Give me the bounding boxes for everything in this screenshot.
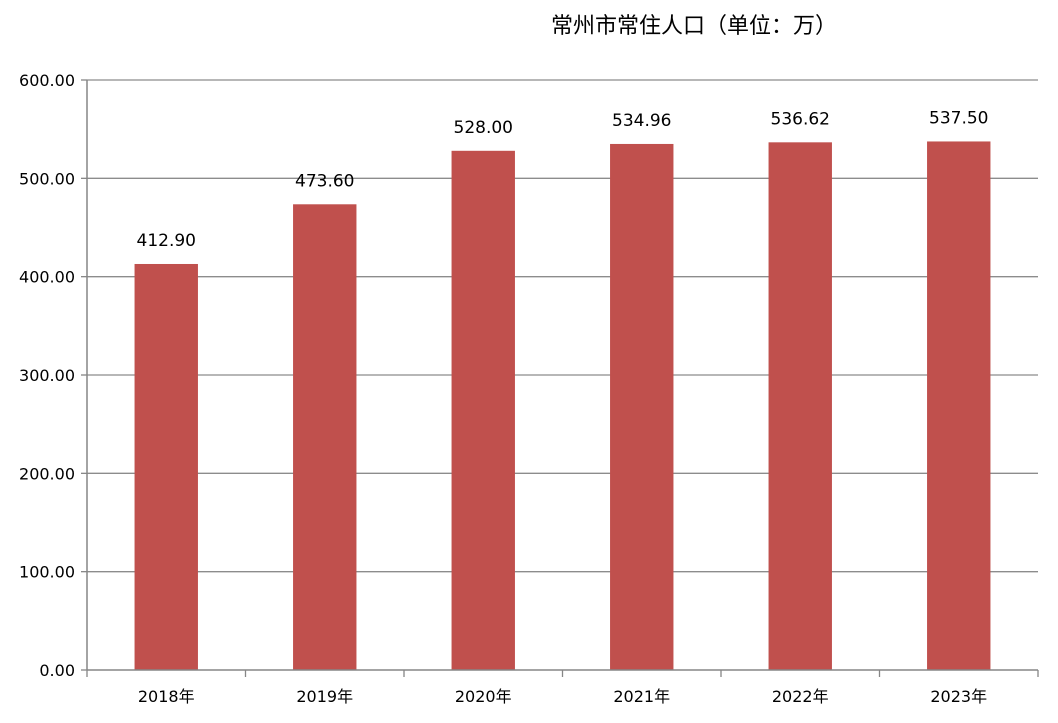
- bar: [610, 143, 674, 670]
- y-tick-label: 0.00: [39, 661, 75, 680]
- x-tick-label: 2022年: [772, 687, 829, 706]
- data-label: 528.00: [454, 118, 513, 138]
- y-tick-label: 200.00: [19, 464, 75, 483]
- chart-title: 常州市常住人口（单位：万）: [551, 14, 837, 39]
- data-label: 473.60: [295, 171, 354, 191]
- y-tick-label: 500.00: [19, 169, 75, 188]
- x-tick-label: 2019年: [296, 687, 353, 706]
- gridlines: [87, 79, 1038, 573]
- y-tick-label: 100.00: [19, 563, 75, 582]
- data-label: 537.50: [929, 108, 988, 128]
- x-tick-label: 2020年: [455, 687, 512, 706]
- x-tick-label: 2023年: [930, 687, 987, 706]
- bar: [927, 141, 991, 671]
- x-tick-label: 2021年: [613, 687, 670, 706]
- data-label: 534.96: [612, 111, 671, 131]
- bars: [134, 141, 991, 671]
- y-tick-label: 400.00: [19, 268, 75, 287]
- x-axis-ticks: 2018年 2019年 2020年 2021年 2022年 2023年: [86, 670, 1039, 706]
- data-labels: 412.90 473.60 528.00 534.96 536.62 537.50: [137, 108, 989, 251]
- data-label: 412.90: [137, 231, 196, 251]
- bar: [293, 204, 357, 670]
- y-tick-label: 600.00: [19, 71, 75, 90]
- bar: [451, 150, 515, 671]
- bar: [768, 142, 832, 670]
- bar: [134, 263, 198, 670]
- y-axis-ticks: 0.00 100.00 200.00 300.00 400.00 500.00 600.00: [19, 71, 87, 680]
- y-tick-label: 300.00: [19, 366, 75, 385]
- data-label: 536.62: [771, 109, 830, 129]
- x-tick-label: 2018年: [138, 687, 195, 706]
